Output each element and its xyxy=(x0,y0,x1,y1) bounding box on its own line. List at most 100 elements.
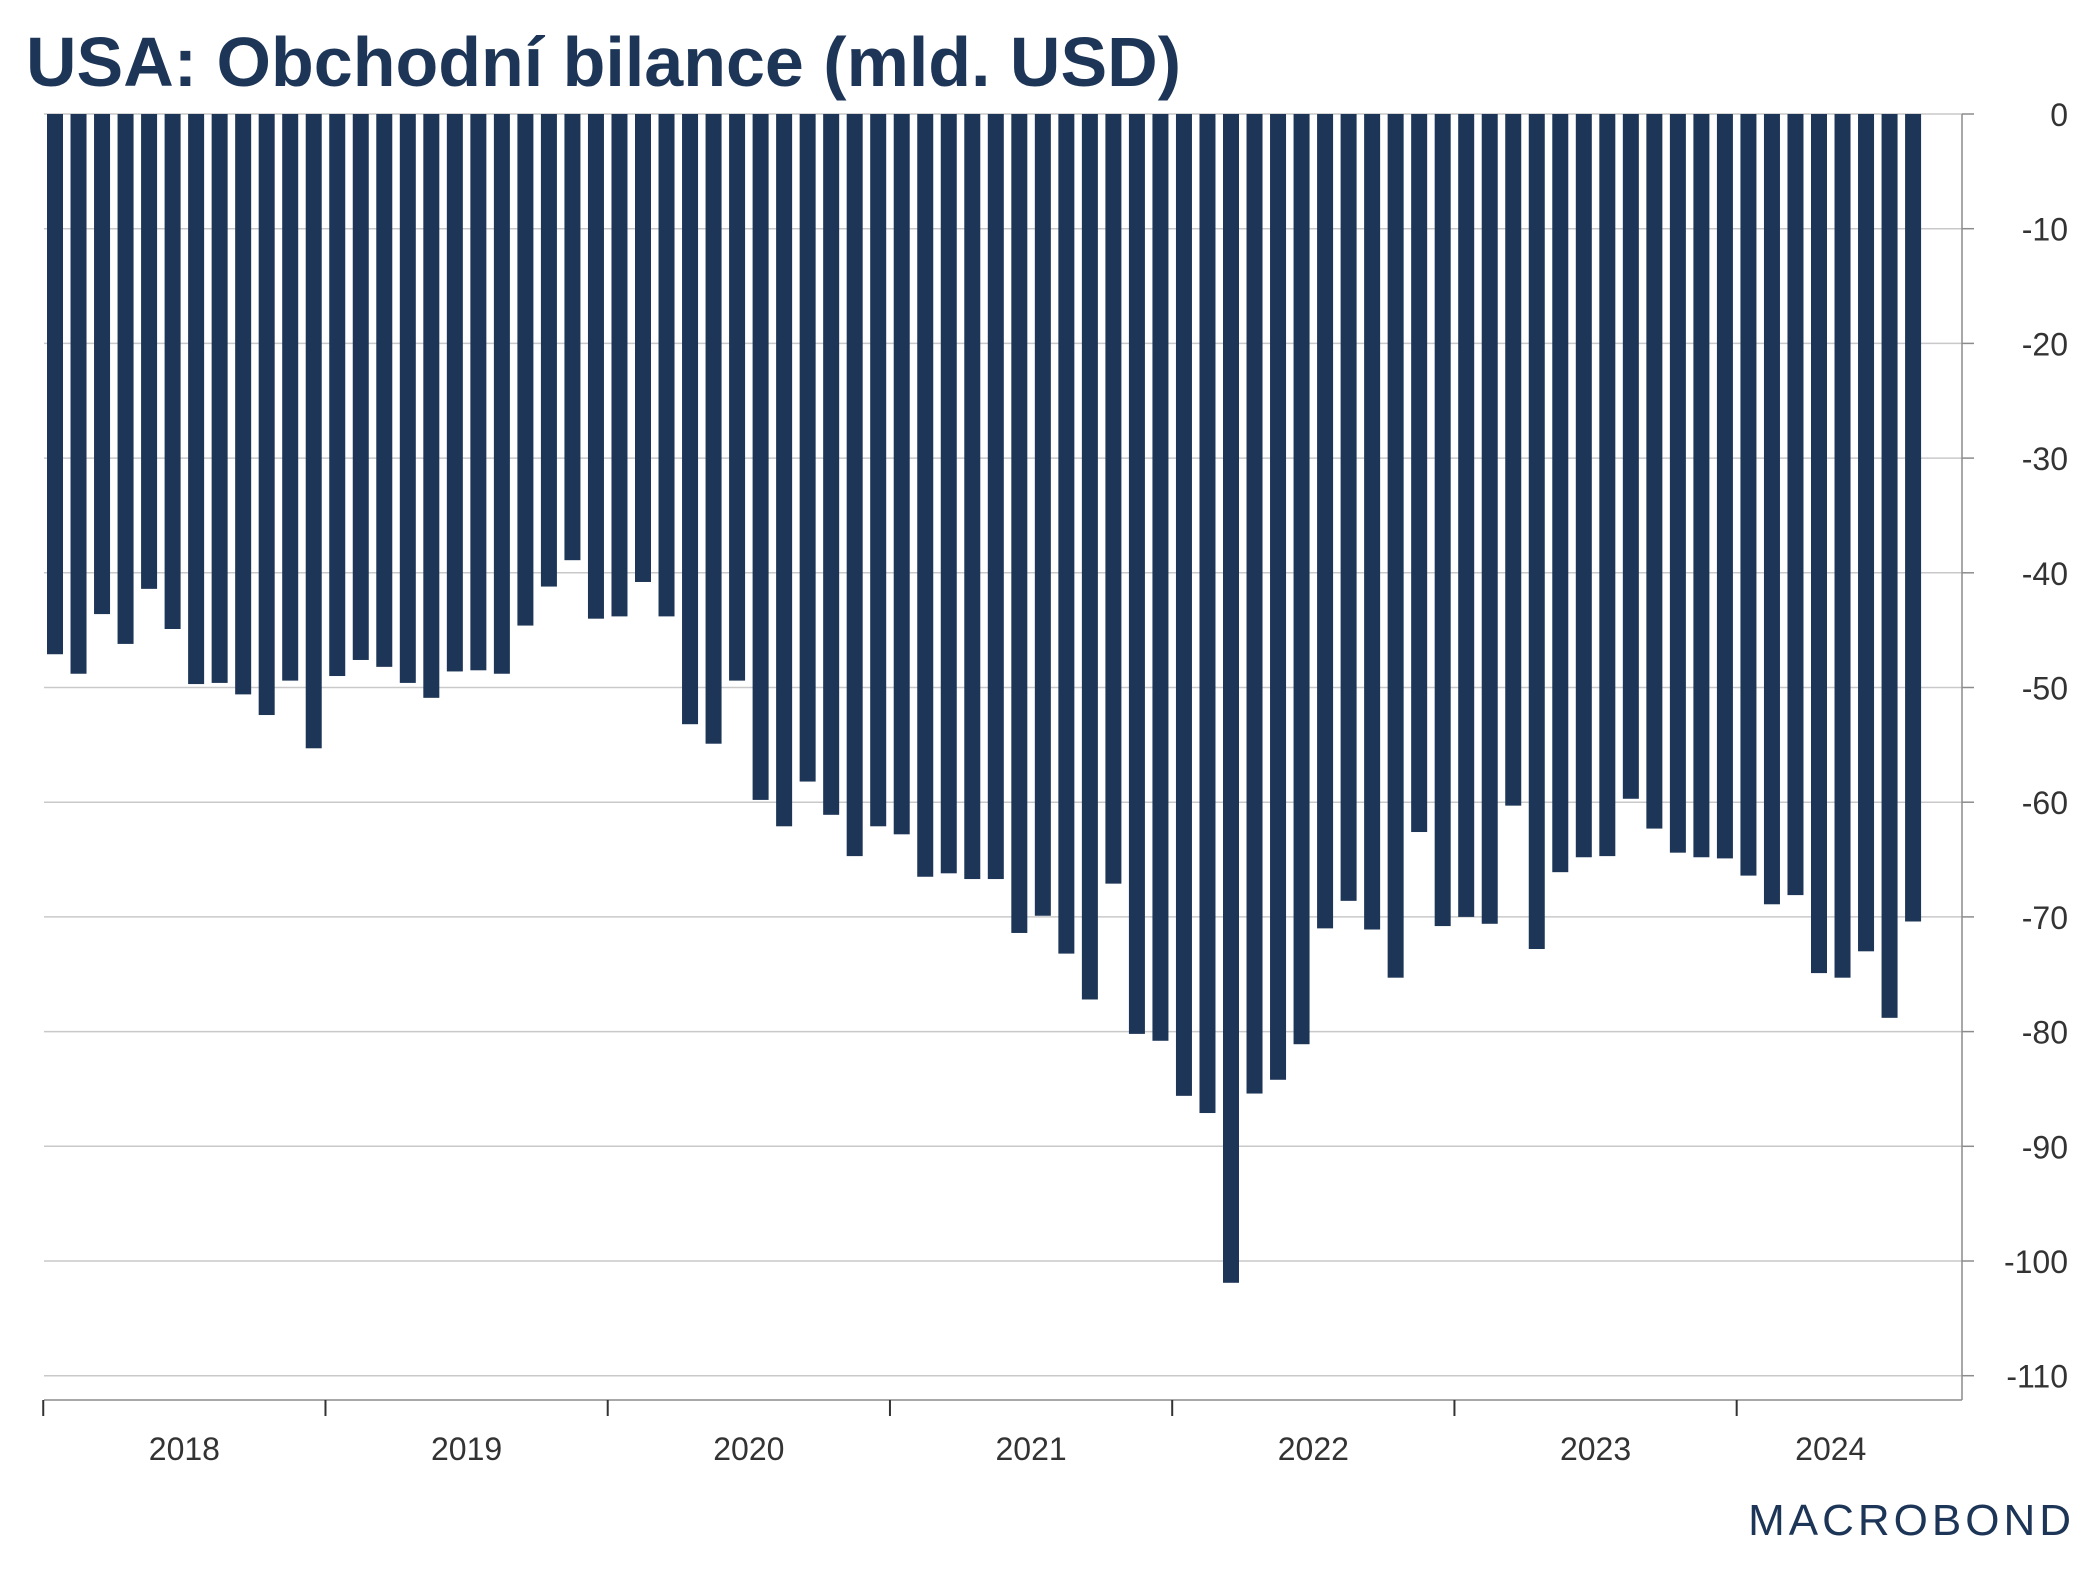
y-tick-label: -10 xyxy=(2022,212,2068,248)
bar xyxy=(564,114,581,561)
bar xyxy=(1669,114,1686,853)
bar xyxy=(1575,114,1592,858)
bar xyxy=(117,114,134,644)
bar xyxy=(846,114,863,857)
bar xyxy=(1552,114,1569,873)
bar xyxy=(1411,114,1428,833)
y-tick-label: -30 xyxy=(2022,441,2068,477)
y-tick-label: -100 xyxy=(2004,1244,2068,1280)
bar xyxy=(1763,114,1780,905)
bar xyxy=(1034,114,1051,916)
bar xyxy=(1011,114,1028,933)
bar xyxy=(1858,114,1875,952)
bar xyxy=(1434,114,1451,927)
bar xyxy=(1458,114,1475,917)
bar xyxy=(1246,114,1263,1094)
bar xyxy=(1199,114,1216,1114)
bar xyxy=(1317,114,1334,929)
bar xyxy=(517,114,534,626)
macrobond-logo: MACROBOND xyxy=(1748,1496,2075,1545)
bar xyxy=(493,114,510,674)
bar xyxy=(799,114,816,782)
bar xyxy=(1787,114,1804,896)
bar xyxy=(47,114,63,655)
y-tick-label: -20 xyxy=(2022,326,2068,362)
bar xyxy=(1693,114,1710,858)
bar xyxy=(1905,114,1922,922)
bar xyxy=(1622,114,1639,799)
bar xyxy=(211,114,228,683)
y-tick-label: -60 xyxy=(2022,785,2068,821)
y-tick-label: -90 xyxy=(2022,1129,2068,1165)
bar xyxy=(1716,114,1733,859)
bar xyxy=(470,114,487,671)
y-tick-label: -80 xyxy=(2022,1015,2068,1051)
bar xyxy=(587,114,604,619)
bar xyxy=(1481,114,1498,924)
bar xyxy=(705,114,722,744)
x-tick-label: 2023 xyxy=(1560,1431,1631,1467)
bar xyxy=(1128,114,1145,1034)
y-tick-label: 0 xyxy=(2050,97,2068,133)
bar xyxy=(964,114,981,880)
bar xyxy=(1081,114,1098,1000)
bar xyxy=(1270,114,1287,1080)
axes: 0 -10 -20 -30 -40 -50 -60 -70 -80 -90 -100 -110 2018… xyxy=(42,97,2068,1467)
x-tick-label: 2018 xyxy=(149,1431,220,1467)
bar xyxy=(1058,114,1075,954)
x-tick-label: 2020 xyxy=(713,1431,784,1467)
bar xyxy=(1223,114,1239,1283)
y-tick-label: -110 xyxy=(2006,1359,2068,1395)
bar xyxy=(282,114,299,681)
bar xyxy=(188,114,205,685)
bar xyxy=(352,114,369,660)
y-tick-label: -50 xyxy=(2022,671,2068,707)
bar xyxy=(1387,114,1404,978)
bar xyxy=(1505,114,1522,806)
bar xyxy=(258,114,275,716)
bar xyxy=(917,114,934,877)
bar xyxy=(1881,114,1898,1018)
x-tick-label: 2019 xyxy=(431,1431,502,1467)
bar xyxy=(1152,114,1169,1041)
bar xyxy=(1105,114,1122,884)
bar xyxy=(1834,114,1851,978)
bar xyxy=(540,114,557,587)
x-tick-label: 2022 xyxy=(1278,1431,1349,1467)
y-tick-label: -40 xyxy=(2022,556,2068,592)
bar xyxy=(1811,114,1827,974)
bar xyxy=(1740,114,1757,876)
bar xyxy=(305,114,322,749)
bar xyxy=(94,114,111,615)
bar xyxy=(611,114,628,617)
bar xyxy=(776,114,793,827)
bar xyxy=(329,114,346,677)
bar xyxy=(1175,114,1192,1096)
bar xyxy=(423,114,440,698)
bar xyxy=(658,114,675,617)
bar xyxy=(823,114,840,815)
bar xyxy=(893,114,910,835)
bar xyxy=(752,114,769,800)
bar xyxy=(682,114,699,725)
bar xyxy=(235,114,252,695)
chart-title: USA: Obchodní bilance (mld. USD) xyxy=(26,23,1182,101)
bar xyxy=(870,114,887,827)
bar xyxy=(446,114,463,672)
bar xyxy=(376,114,393,667)
bar xyxy=(987,114,1004,880)
bar xyxy=(1646,114,1663,829)
x-tick-label: 2021 xyxy=(995,1431,1066,1467)
y-tick-label: -70 xyxy=(2022,900,2068,936)
bar xyxy=(940,114,957,874)
bar xyxy=(729,114,746,681)
bar xyxy=(1528,114,1545,950)
bar xyxy=(1293,114,1310,1045)
bar xyxy=(635,114,651,582)
bar xyxy=(70,114,87,674)
x-tick-label: 2024 xyxy=(1795,1431,1866,1467)
bar xyxy=(141,114,158,589)
bar xyxy=(1340,114,1357,901)
bar xyxy=(399,114,416,683)
bar xyxy=(164,114,181,630)
